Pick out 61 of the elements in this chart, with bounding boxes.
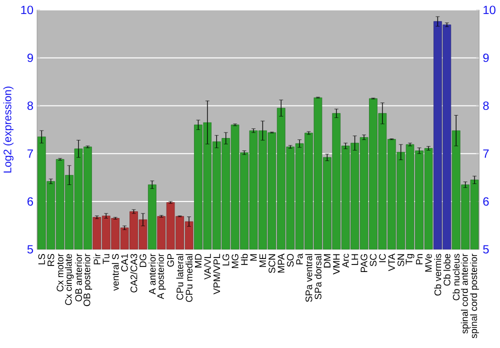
x-tick-label: VMH (333, 254, 340, 275)
x-tick-label: CPu medial (186, 254, 192, 302)
x-tick-label: OB posterior (83, 254, 92, 306)
x-tick-label: RS (48, 254, 54, 266)
x-tick-label: Tg (406, 254, 414, 264)
y-tick-label: 10 (21, 6, 34, 14)
x-tick-label: OB anterior (75, 254, 82, 302)
y2-tick-label: 10 (484, 6, 496, 14)
y2-tick-label: 7 (483, 150, 489, 158)
x-tick-label: VPM/VPL (213, 254, 220, 295)
x-tick-label: SC (370, 254, 377, 266)
x-tick-label: SPa dorsal (314, 254, 322, 300)
x-tick-label: IC (379, 254, 386, 262)
x-tick-label: GP (167, 254, 174, 267)
y-tick-label: 5 (27, 245, 34, 254)
x-tick-label: spinal cord posterior (470, 254, 479, 338)
x-tick-label: A posterior (156, 254, 166, 300)
y2-tick-label: 5 (483, 245, 489, 254)
x-tick-label: CPu lateral (176, 254, 184, 300)
x-tick-label: Cx motor (56, 254, 64, 292)
y2-tick-label: 9 (483, 54, 489, 62)
x-tick-label: LH (352, 254, 358, 265)
x-tick-label: Pir (93, 254, 100, 264)
y-axis-title: Log2 (expression) (3, 86, 14, 173)
x-tick-label: SO (286, 254, 294, 267)
x-tick-label: VA/VL (204, 254, 211, 280)
x-tick-label: Hb (240, 254, 248, 265)
y2-tick-label: 8 (483, 102, 489, 110)
x-tick-label: VTA (388, 254, 395, 272)
x-tick-label: Cb vermis (434, 254, 442, 296)
x-tick-label: Cx cingulate (64, 254, 74, 306)
y-tick-label: 8 (27, 102, 34, 110)
x-tick-label: LG (222, 254, 230, 266)
y-tick-label: 7 (28, 150, 33, 158)
x-tick-label: LS (38, 254, 45, 264)
x-tick-label: SPa ventral (305, 254, 312, 302)
x-tick-label: ventral S (112, 254, 119, 291)
x-tick-label: spinal cord anterior (460, 254, 470, 334)
y-tick-label: 9 (27, 54, 33, 62)
x-tick-label: SCN (268, 254, 276, 274)
y2-tick-label: 6 (483, 197, 489, 206)
x-tick-label: ME (259, 254, 266, 268)
x-tick-label: PAG (360, 254, 368, 272)
x-tick-label: DG (140, 254, 146, 268)
x-tick-label: MPA (278, 254, 284, 273)
x-tick-label: Pa (296, 254, 303, 264)
x-tick-label: CA1 (121, 254, 128, 272)
x-tick-label: MD (194, 254, 202, 268)
x-tick-label: Tu (102, 254, 110, 264)
x-tick-label: Cb lobe (443, 254, 450, 286)
x-tick-label: A anterior (148, 254, 156, 295)
x-tick-label: Arc (342, 254, 349, 268)
x-tick-label: DM (324, 254, 330, 268)
x-tick-label: MVe (425, 254, 432, 272)
x-tick-label: M (250, 254, 257, 261)
x-tick-label: Cb nucleus (452, 254, 460, 300)
y-tick-label: 6 (28, 197, 34, 206)
x-tick-label: MG (232, 254, 238, 268)
x-tick-label: SN (398, 254, 404, 266)
x-tick-label: Pn (416, 254, 423, 264)
x-tick-label: CA2/CA3 (130, 254, 138, 293)
